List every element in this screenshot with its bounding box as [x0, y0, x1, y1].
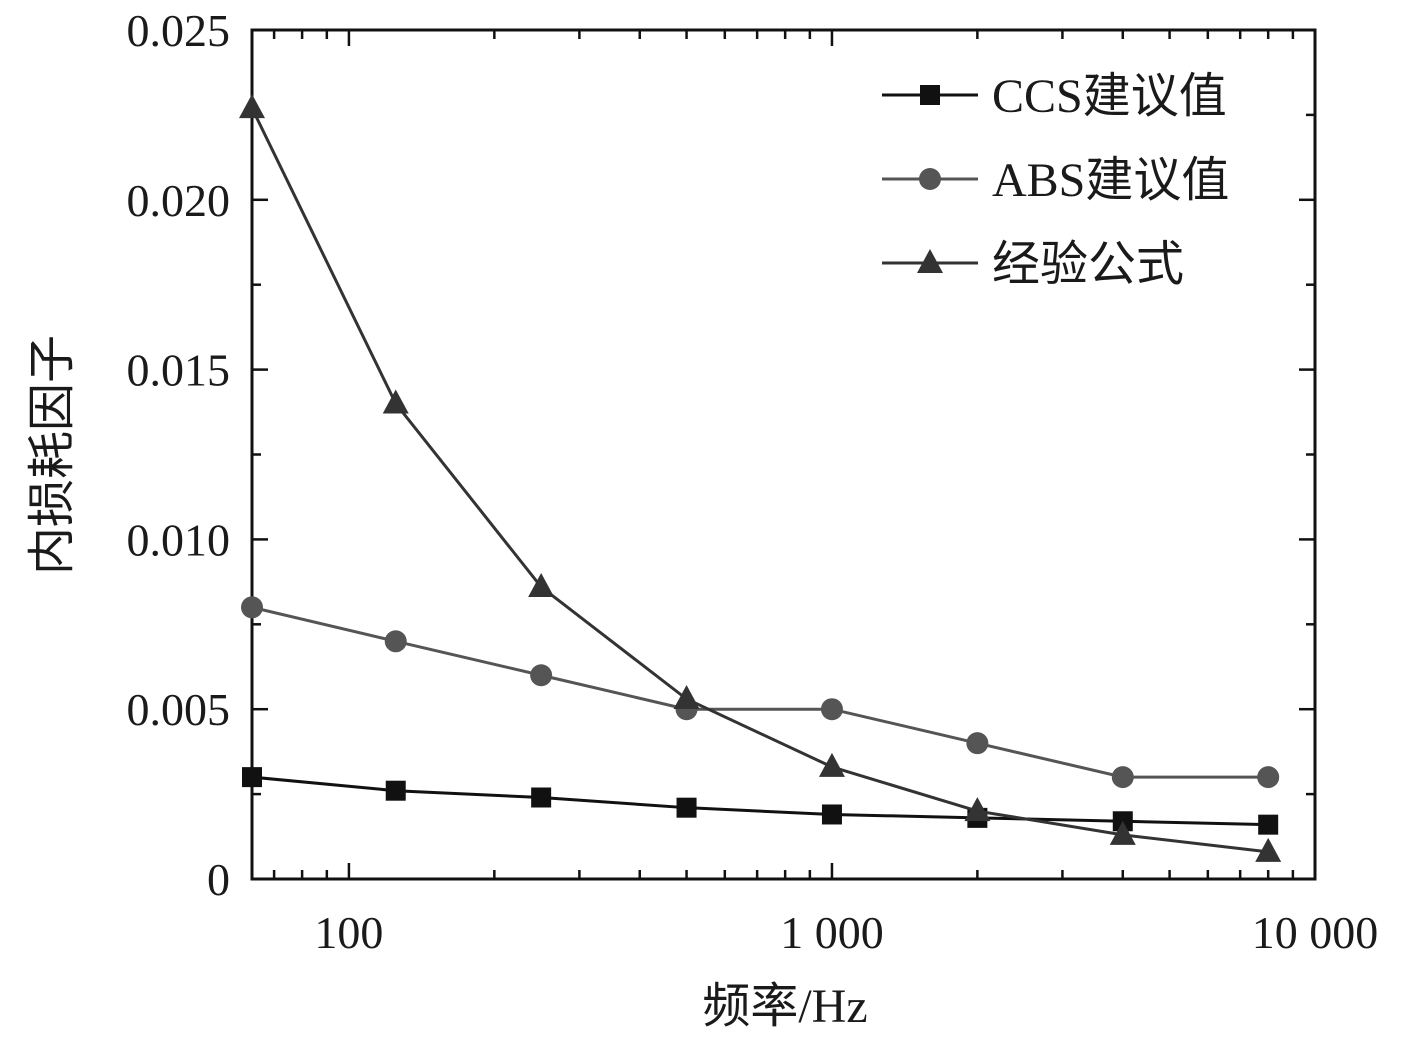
legend-label-ccs: CCS建议值: [992, 70, 1227, 123]
legend-label-abs: ABS建议值: [992, 154, 1229, 207]
y-tick-label: 0.025: [127, 5, 231, 56]
y-tick-label: 0: [207, 854, 230, 905]
legend-marker-ccs: [920, 85, 940, 105]
data-point-ccs: [531, 787, 552, 808]
series-line-abs: [251, 605, 1269, 779]
data-point-empirical: [239, 94, 265, 119]
data-point-ccs: [385, 780, 406, 801]
data-point-ccs: [1258, 814, 1279, 835]
data-point-abs: [820, 698, 843, 721]
data-point-abs: [1257, 766, 1280, 789]
data-point-abs: [384, 630, 407, 653]
data-point-ccs: [242, 767, 262, 788]
series-layer: [239, 94, 1282, 862]
legend-marker-abs: [919, 168, 941, 190]
tick-labels: 0 0.005 0.010 0.015 0.020 0.025 100 1 000 10 000: [127, 5, 1379, 958]
data-point-empirical: [1255, 837, 1282, 862]
major-ticks: [252, 28, 1317, 881]
x-axis-title: 频率/Hz: [702, 980, 867, 1033]
y-tick-label: 0.020: [127, 175, 231, 226]
data-point-empirical: [528, 572, 555, 597]
y-axis-title: 内损耗因子: [26, 335, 79, 575]
data-point-abs: [530, 664, 553, 687]
y-tick-label: 0.015: [127, 345, 231, 396]
data-point-abs: [241, 596, 263, 619]
y-tick-label: 0.005: [127, 684, 231, 735]
x-tick-label: 100: [314, 907, 383, 958]
data-point-empirical: [673, 685, 700, 710]
data-point-abs: [966, 732, 989, 755]
series-abs: [241, 596, 1280, 789]
x-tick-label: 1 000: [780, 907, 884, 958]
series-line-empirical: [250, 107, 1269, 854]
data-point-empirical: [818, 752, 845, 777]
x-tick-label: 10 000: [1252, 907, 1379, 958]
data-point-abs: [1111, 766, 1134, 789]
data-point-ccs: [676, 797, 697, 818]
data-point-ccs: [821, 804, 842, 825]
legend-marker-empirical: [917, 249, 943, 273]
data-point-empirical: [964, 797, 991, 822]
legend: CCS建议值 ABS建议值 经验公式: [882, 70, 1229, 291]
data-point-empirical: [382, 389, 409, 414]
legend-label-empirical: 经验公式: [992, 238, 1184, 291]
series-empirical: [239, 94, 1282, 862]
y-tick-label: 0.010: [127, 514, 231, 565]
series-line-ccs: [251, 775, 1269, 827]
data-point-empirical: [1109, 820, 1136, 845]
minor-ticks: [252, 30, 1315, 879]
